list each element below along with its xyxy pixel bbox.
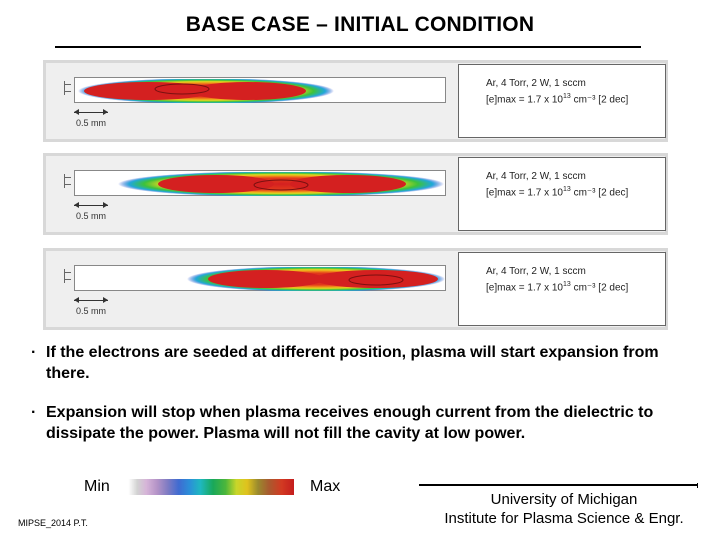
scale-label: 0.5 mm — [76, 306, 107, 316]
simulation-panel-3: 0.5 mm Ar, 4 Torr, 2 W, 1 sccm [e]max = … — [43, 248, 668, 330]
plasma-core-right — [290, 175, 406, 193]
scale-bar — [74, 202, 108, 216]
scale-label: 0.5 mm — [76, 118, 107, 128]
max-density-label: [e]max = 1.7 x 1013 cm⁻³ [2 dec] — [486, 186, 629, 199]
plasma-density-map — [118, 172, 444, 196]
bullet-text: If the electrons are seeded at different… — [46, 344, 659, 382]
scale-label: 0.5 mm — [76, 211, 107, 221]
bullet-dot: · — [31, 404, 37, 421]
discharge-tube — [74, 170, 446, 196]
plasma-core-left — [84, 82, 212, 100]
footer-rule-cap — [697, 483, 698, 488]
plasma-core-right — [314, 270, 438, 288]
discharge-tube — [74, 77, 446, 103]
electrode-bracket-icon — [64, 81, 75, 95]
footer-rule — [419, 484, 698, 486]
simulation-panel-2: 0.5 mm Ar, 4 Torr, 2 W, 1 sccm [e]max = … — [43, 153, 668, 235]
scale-bar — [74, 297, 108, 311]
university-name: University of Michigan — [490, 491, 638, 508]
max-density-label: [e]max = 1.7 x 1013 cm⁻³ [2 dec] — [486, 93, 629, 106]
seed-region-marker — [348, 274, 404, 286]
simulation-panel-1: 0.5 mm Ar, 4 Torr, 2 W, 1 sccm [e]max = … — [43, 60, 668, 142]
info-box: Ar, 4 Torr, 2 W, 1 sccm [e]max = 1.7 x 1… — [458, 157, 666, 231]
density-colorbar — [114, 479, 294, 495]
institution-block: University of Michigan Institute for Pla… — [419, 490, 709, 528]
info-box: Ar, 4 Torr, 2 W, 1 sccm [e]max = 1.7 x 1… — [458, 64, 666, 138]
footer-credit: MIPSE_2014 P.T. — [18, 518, 88, 528]
seed-region-marker — [154, 83, 210, 95]
legend-max-label: Max — [310, 478, 341, 495]
bullet-item: · If the electrons are seeded at differe… — [29, 342, 689, 384]
panel-background: 0.5 mm Ar, 4 Torr, 2 W, 1 sccm [e]max = … — [46, 156, 666, 232]
plasma-core-left — [158, 175, 274, 193]
bullet-list: · If the electrons are seeded at differe… — [29, 342, 689, 462]
discharge-tube — [74, 265, 446, 291]
conditions-label: Ar, 4 Torr, 2 W, 1 sccm — [486, 266, 586, 277]
bullet-dot: · — [31, 344, 37, 361]
plasma-density-map — [78, 79, 334, 103]
conditions-label: Ar, 4 Torr, 2 W, 1 sccm — [486, 78, 586, 89]
institute-name: Institute for Plasma Science & Engr. — [444, 510, 684, 527]
seed-region-marker — [253, 179, 309, 191]
panel-background: 0.5 mm Ar, 4 Torr, 2 W, 1 sccm [e]max = … — [46, 251, 666, 327]
plasma-core-right — [190, 82, 306, 100]
legend-min-label: Min — [84, 478, 110, 495]
plasma-density-map — [187, 267, 445, 291]
electrode-bracket-icon — [64, 269, 75, 283]
panel-background: 0.5 mm Ar, 4 Torr, 2 W, 1 sccm [e]max = … — [46, 63, 666, 139]
bullet-item: · Expansion will stop when plasma receiv… — [29, 402, 689, 444]
plasma-core-left — [208, 270, 324, 288]
info-box: Ar, 4 Torr, 2 W, 1 sccm [e]max = 1.7 x 1… — [458, 252, 666, 326]
title-underline — [55, 46, 641, 48]
max-density-label: [e]max = 1.7 x 1013 cm⁻³ [2 dec] — [486, 281, 629, 294]
conditions-label: Ar, 4 Torr, 2 W, 1 sccm — [486, 171, 586, 182]
bullet-text: Expansion will stop when plasma receives… — [46, 404, 654, 442]
slide-title: BASE CASE – INITIAL CONDITION — [185, 13, 535, 36]
electrode-bracket-icon — [64, 174, 75, 188]
scale-bar — [74, 109, 108, 123]
